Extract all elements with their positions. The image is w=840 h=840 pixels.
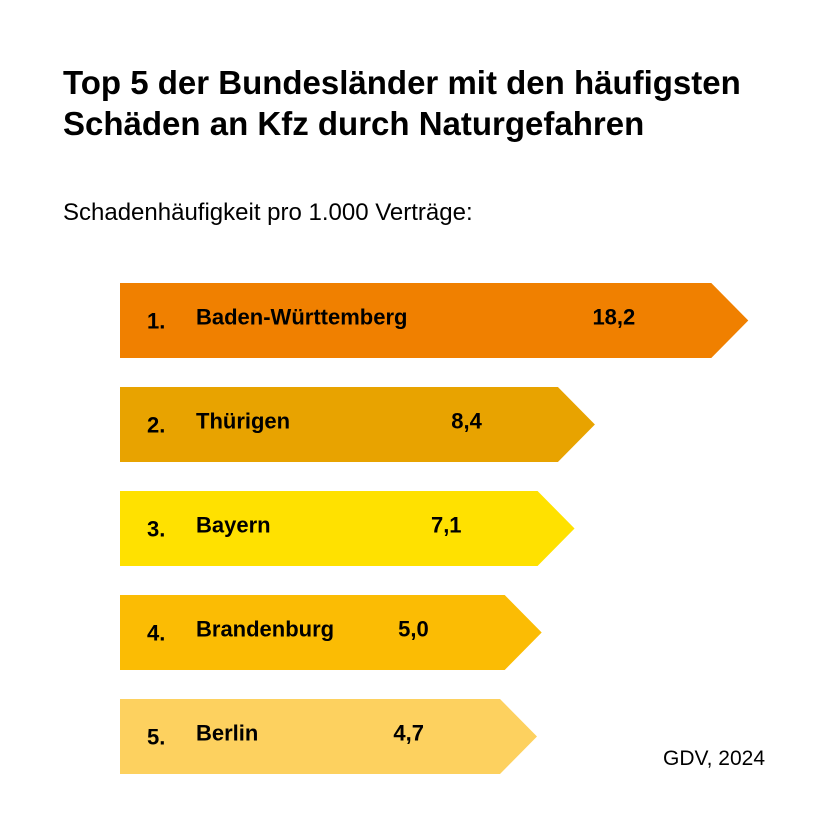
value-label: 18,2 bbox=[592, 305, 635, 330]
chart-title: Top 5 der Bundesländer mit den häufigste… bbox=[63, 64, 741, 142]
category-label: Brandenburg bbox=[196, 617, 334, 642]
source-label: GDV, 2024 bbox=[663, 747, 765, 770]
bar-arrow bbox=[120, 491, 575, 566]
chart-subtitle: Schadenhäufigkeit pro 1.000 Verträge: bbox=[63, 199, 473, 226]
rank-label: 2. bbox=[147, 413, 165, 438]
category-label: Berlin bbox=[196, 721, 258, 746]
bar-arrow bbox=[120, 387, 595, 462]
value-label: 5,0 bbox=[398, 617, 429, 642]
rank-label: 3. bbox=[147, 517, 165, 542]
category-label: Baden-Württemberg bbox=[196, 305, 407, 330]
rank-label: 4. bbox=[147, 621, 165, 646]
rank-label: 5. bbox=[147, 725, 165, 750]
category-label: Thürigen bbox=[196, 409, 290, 434]
bar-arrow bbox=[120, 699, 537, 774]
value-label: 7,1 bbox=[431, 513, 462, 538]
value-label: 4,7 bbox=[393, 721, 424, 746]
bar-arrow bbox=[120, 283, 749, 358]
bar-arrow bbox=[120, 595, 542, 670]
rank-label: 1. bbox=[147, 309, 165, 334]
value-label: 8,4 bbox=[451, 409, 482, 434]
category-label: Bayern bbox=[196, 513, 271, 538]
